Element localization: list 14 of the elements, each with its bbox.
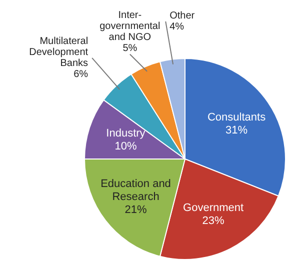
slice-label: Education and Research xyxy=(100,178,171,204)
slice-label: Industry xyxy=(106,127,146,140)
slice-label: Government xyxy=(183,202,244,214)
data-label: 21% xyxy=(124,204,147,216)
data-label: 6% xyxy=(74,69,88,80)
slice-label: Other xyxy=(170,10,196,22)
data-label: 5% xyxy=(122,42,138,54)
data-label: 31% xyxy=(226,124,248,137)
data-label: 10% xyxy=(114,140,137,152)
slice-label: Consultants xyxy=(207,112,266,124)
data-label: 4% xyxy=(170,22,184,33)
data-label: 23% xyxy=(202,215,225,228)
slice-label: Multilateral Development Banks xyxy=(29,36,88,70)
slice-label: Inter-governmental and NGO xyxy=(100,10,160,43)
